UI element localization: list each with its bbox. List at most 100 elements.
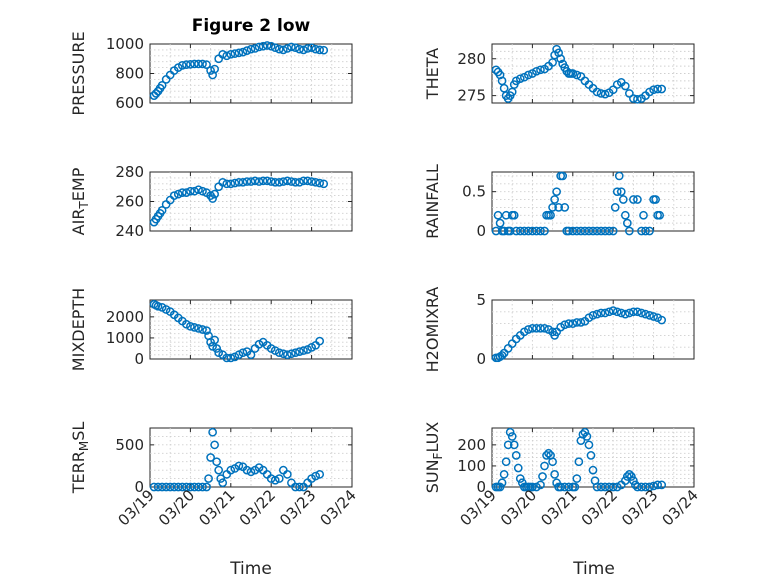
data-point [637,226,646,236]
data-point [592,87,602,97]
data-point [216,474,226,483]
data-point [625,308,634,318]
data-point [491,226,501,236]
data-point [536,226,545,236]
data-point [315,336,325,346]
data-point [499,470,509,479]
data-point [532,66,541,76]
data-point [157,482,167,492]
data-point [645,482,654,492]
data-point [266,41,276,51]
data-point [283,176,292,186]
data-point [202,482,211,492]
data-point [287,42,296,52]
data-point [633,307,642,317]
data-point [210,189,219,199]
data-point [528,323,537,333]
data-point [564,482,574,492]
y-tick-label: 1000 [106,35,144,53]
data-point [242,177,252,186]
data-point [620,309,630,319]
data-point [497,351,507,360]
data-point [657,84,667,94]
data-point [633,94,642,104]
figure-title: Figure 2 low [192,16,311,36]
data-point [311,44,320,54]
x-axis-label-right: Time [572,559,615,579]
data-point [633,482,642,492]
data-point [270,177,280,187]
data-point [627,472,636,481]
data-point [608,306,618,315]
data-point [246,350,256,360]
data-point [653,480,662,490]
data-point [524,70,533,80]
data-point [572,318,582,327]
x-tick-label: 03/20 [497,486,540,529]
data-point [560,203,570,212]
data-point [515,474,525,483]
data-point [629,195,638,204]
data-point [311,471,320,481]
data-point [299,346,308,355]
data-point [509,210,519,220]
data-point [637,308,646,318]
data-point [604,482,614,492]
data-point [554,203,564,212]
data-point [572,226,582,236]
data-point [558,171,568,181]
data-point [655,210,665,220]
data-point [291,482,300,492]
data-point [495,218,505,228]
data-point [190,482,199,492]
data-point [511,451,521,460]
data-point [194,59,203,69]
data-point [190,323,199,332]
data-point [262,176,272,186]
data-point [532,226,541,236]
data-point [515,226,525,236]
data-point [499,226,509,236]
data-point [536,323,545,333]
data-point [258,176,268,186]
data-point [604,307,614,317]
data-point [604,226,614,236]
data-point [584,440,594,450]
data-point [620,81,630,91]
data-point [524,226,533,236]
data-point [641,482,650,492]
data-point [625,226,634,236]
x-tick-label: 03/22 [236,486,279,529]
data-point [538,472,547,481]
data-point [540,226,549,236]
y-axis-label: RAINFALL [423,164,442,239]
data-point [550,470,559,479]
data-point [505,427,515,437]
data-point [278,45,288,55]
data-point [596,482,606,492]
data-point [503,440,513,450]
y-axis-label: PRESSURE [69,31,88,115]
data-point [651,195,660,204]
data-point [287,177,296,186]
data-point [226,465,236,475]
x-tick-label: 03/22 [578,486,621,529]
data-point [582,432,592,441]
data-point [153,301,163,311]
y-tick-label: 240 [115,222,144,240]
data-point [212,457,222,467]
data-point [291,43,300,53]
data-point [641,226,650,236]
data-point [303,44,312,53]
data-point [208,427,217,437]
data-point [600,226,610,236]
data-point [564,319,574,328]
data-point [633,195,642,204]
data-point [222,353,232,363]
data-point [250,176,260,186]
y-tick-label: 0 [134,478,144,496]
data-point [214,465,224,475]
data-point [618,195,628,204]
data-point [574,457,584,467]
data-point [262,41,272,50]
